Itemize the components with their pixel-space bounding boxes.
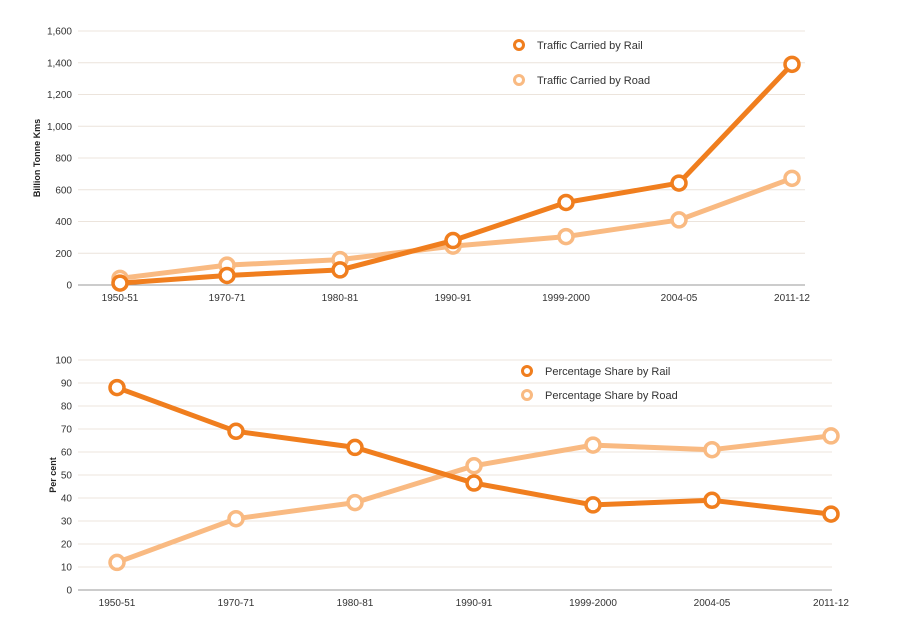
y-tick-label: 20 xyxy=(61,540,73,551)
y-tick-label: 1,200 xyxy=(47,90,72,101)
y-tick-label: 1,000 xyxy=(47,122,72,133)
data-point xyxy=(346,438,364,457)
y-tick-label: 0 xyxy=(66,281,72,292)
series-line xyxy=(114,433,834,565)
data-point xyxy=(670,211,688,229)
x-tick-label: 1999-2000 xyxy=(542,293,590,304)
data-point xyxy=(557,193,575,212)
data-point xyxy=(108,378,126,397)
y-tick-label: 200 xyxy=(55,249,72,260)
legend-label: Traffic Carried by Road xyxy=(537,75,650,87)
legend-marker xyxy=(513,39,525,51)
data-point xyxy=(703,440,721,459)
series-line xyxy=(114,385,834,517)
legend-marker xyxy=(513,74,525,86)
x-tick-label: 1980-81 xyxy=(337,598,374,609)
data-point xyxy=(783,55,801,74)
data-point xyxy=(584,436,602,454)
y-tick-label: 1,400 xyxy=(47,58,72,69)
y-tick-label: 600 xyxy=(55,185,72,196)
data-point xyxy=(703,491,721,510)
data-point xyxy=(822,505,840,523)
y-tick-label: 40 xyxy=(61,494,73,505)
y-tick-label: 100 xyxy=(55,356,72,367)
x-tick-label: 1999-2000 xyxy=(569,598,617,609)
y-tick-label: 1,600 xyxy=(47,27,72,38)
y-tick-label: 10 xyxy=(61,563,73,574)
y-axis-label: Per cent xyxy=(48,457,58,493)
y-tick-label: 800 xyxy=(55,154,72,165)
legend-marker xyxy=(521,365,533,377)
x-tick-label: 1990-91 xyxy=(456,598,493,609)
data-point xyxy=(822,427,840,445)
x-tick-label: 1980-81 xyxy=(322,293,359,304)
legend-label: Percentage Share by Road xyxy=(545,390,678,402)
data-point xyxy=(346,493,364,512)
x-tick-label: 1970-71 xyxy=(218,598,255,609)
data-point xyxy=(465,474,483,492)
legend-label: Traffic Carried by Rail xyxy=(537,40,643,52)
y-tick-label: 50 xyxy=(61,471,73,482)
data-point xyxy=(465,457,483,475)
x-tick-label: 2011-12 xyxy=(774,293,810,304)
data-point xyxy=(227,422,245,441)
x-tick-label: 2004-05 xyxy=(694,598,731,609)
y-tick-label: 70 xyxy=(61,425,73,436)
data-point xyxy=(108,553,126,572)
legend-label: Percentage Share by Rail xyxy=(545,366,670,378)
x-tick-label: 1990-91 xyxy=(435,293,472,304)
x-tick-label: 1970-71 xyxy=(209,293,246,304)
y-tick-label: 80 xyxy=(61,402,73,413)
x-tick-label: 2011-12 xyxy=(813,598,849,609)
chart-1: 0 200 400 600 800 1,000 1,200 1,400 1,600 1950-51… xyxy=(32,27,810,305)
data-point xyxy=(227,509,245,528)
data-point xyxy=(557,227,575,246)
data-point xyxy=(783,169,801,188)
data-point xyxy=(331,261,349,279)
data-point xyxy=(111,274,129,292)
chart-2: 0 10 20 30 40 50 60 70 80 90 100 1950-51 1970-71 1980… xyxy=(48,356,849,610)
y-tick-label: 60 xyxy=(61,448,73,459)
y-tick-label: 0 xyxy=(66,586,72,597)
y-tick-label: 400 xyxy=(55,217,72,228)
data-point xyxy=(584,496,602,514)
x-tick-label: 1950-51 xyxy=(102,293,139,304)
legend-marker xyxy=(521,389,533,401)
data-point xyxy=(670,174,688,192)
y-axis-label: Billion Tonne Kms xyxy=(32,119,42,197)
data-point xyxy=(444,231,462,250)
data-point xyxy=(218,266,236,285)
x-tick-label: 1950-51 xyxy=(99,598,136,609)
y-tick-label: 30 xyxy=(61,517,73,528)
x-tick-label: 2004-05 xyxy=(661,293,698,304)
y-tick-label: 90 xyxy=(61,379,73,390)
